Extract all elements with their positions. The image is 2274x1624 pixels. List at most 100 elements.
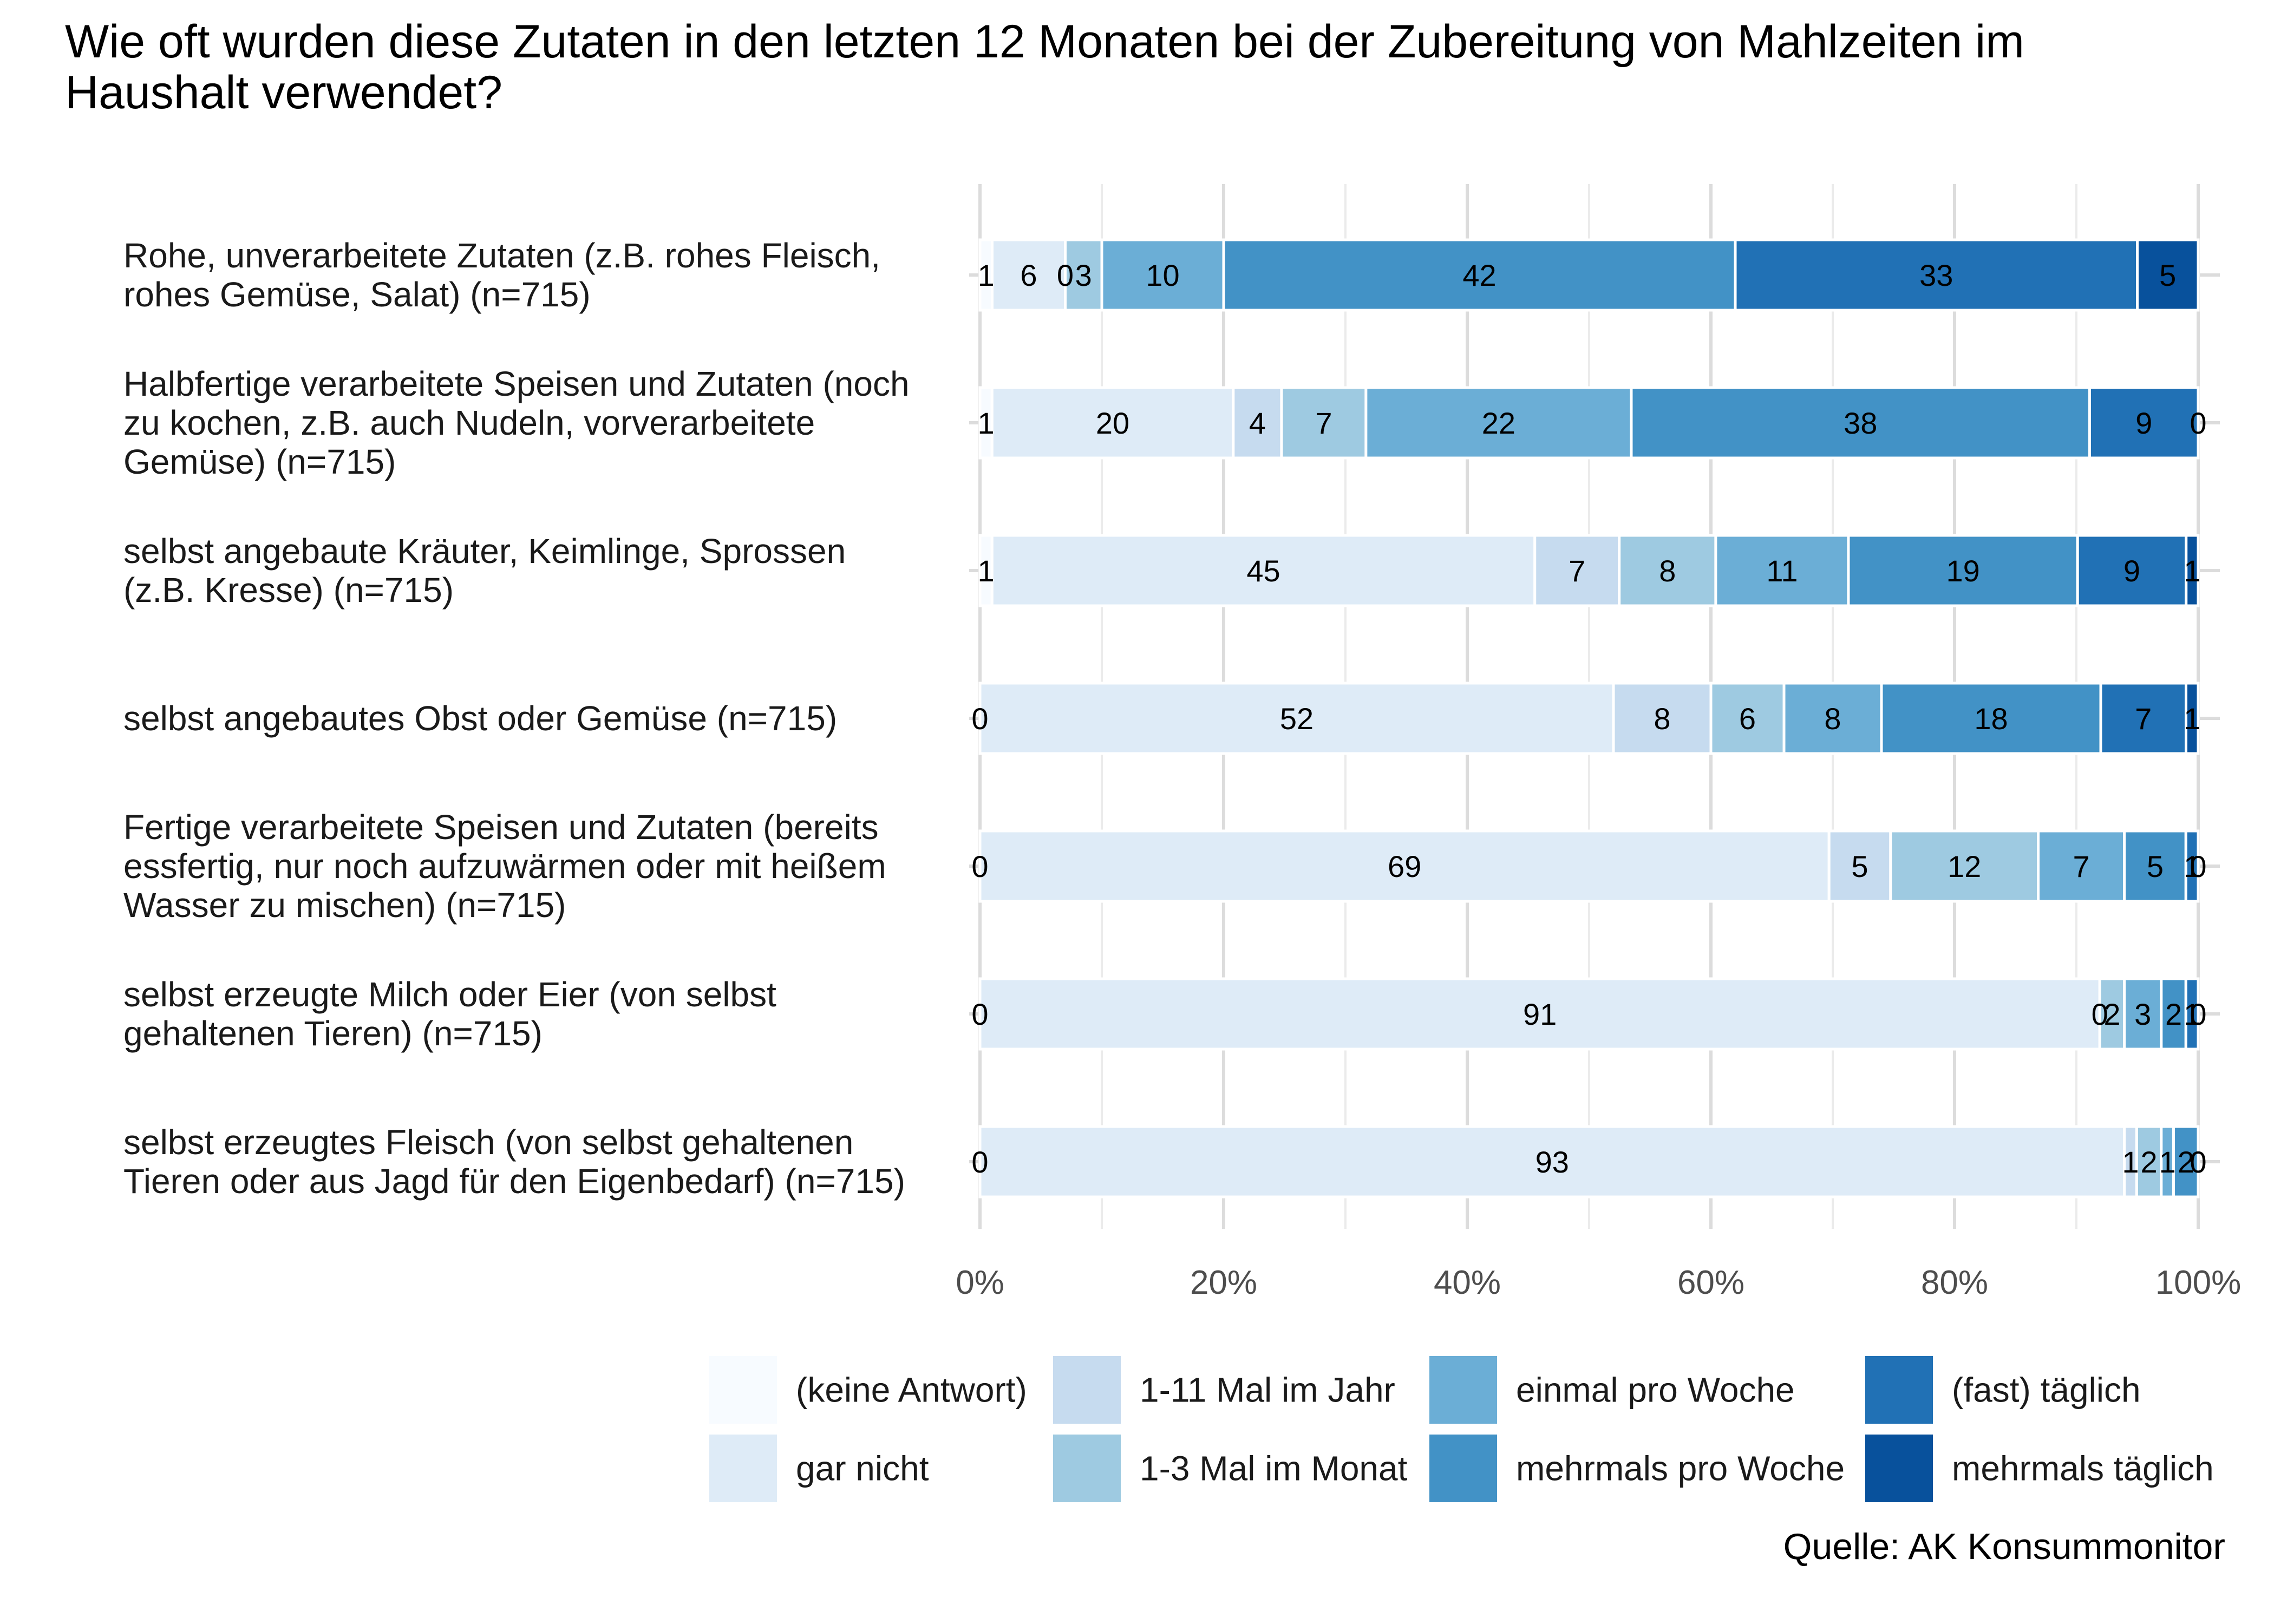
legend-key-4 [1053, 1435, 1121, 1502]
value-label-1-7: 33 [1919, 258, 1953, 292]
value-label-2-6: 38 [1844, 406, 1877, 440]
category-label-2: zu kochen, z.B. auch Nudeln, vorverarbei… [123, 403, 815, 442]
value-label-6-3: 0 [2092, 997, 2108, 1031]
value-label-4-2: 52 [1280, 702, 1314, 736]
category-label-3: selbst angebaute Kräuter, Keimlinge, Spr… [123, 532, 846, 571]
value-label-2-2: 20 [1096, 406, 1129, 440]
legend-label-6: mehrmals pro Woche [1516, 1449, 1845, 1488]
value-label-1-4: 3 [1075, 258, 1092, 292]
value-label-5-5: 7 [2073, 849, 2090, 883]
bar-segment-5-7 [2184, 829, 2200, 903]
value-label-2-1: 1 [978, 406, 995, 440]
category-label-7: selbst erzeugtes Fleisch (von selbst geh… [123, 1123, 853, 1162]
bar-segment-4-7 [2099, 682, 2187, 755]
category-label-7: Tieren oder aus Jagd für den Eigenbedarf… [123, 1162, 905, 1201]
bar-segment-7-4 [2135, 1125, 2163, 1199]
bar-segment-5-3 [1827, 829, 1892, 903]
value-label-6-2: 91 [1523, 997, 1557, 1031]
bar-segment-3-2 [990, 534, 1537, 607]
value-label-2-3: 4 [1249, 406, 1266, 440]
category-label-4: selbst angebautes Obst oder Gemüse (n=71… [123, 699, 837, 738]
value-label-3-1: 1 [978, 554, 995, 588]
value-label-1-1: 1 [978, 258, 995, 292]
value-label-1-2: 6 [1020, 258, 1037, 292]
bar-segment-3-8 [2185, 534, 2200, 607]
value-label-1-6: 42 [1462, 258, 1496, 292]
value-label-3-2: 45 [1246, 554, 1280, 588]
value-label-1-8: 5 [2159, 258, 2176, 292]
bar-segment-6-4 [2098, 977, 2126, 1051]
x-tick-label: 0% [956, 1264, 1004, 1301]
bar-segment-1-5 [1100, 238, 1225, 312]
x-tick-label: 20% [1190, 1264, 1257, 1301]
legend-label-8: mehrmals täglich [1952, 1449, 2214, 1488]
x-tick-label: 100% [2155, 1264, 2242, 1301]
value-label-7-4: 2 [2141, 1145, 2158, 1179]
value-label-1-3: 0 [1057, 258, 1074, 292]
value-label-3-7: 9 [2123, 554, 2140, 588]
value-label-7-1: 0 [971, 1145, 988, 1179]
bar-segment-5-4 [1889, 829, 2040, 903]
value-label-5-3: 5 [1851, 849, 1868, 883]
bar-segment-4-4 [1709, 682, 1786, 755]
legend-key-1 [709, 1356, 777, 1424]
bar-segment-4-5 [1782, 682, 1883, 755]
value-label-3-8: 1 [2184, 554, 2200, 588]
value-label-5-8: 0 [2190, 849, 2206, 883]
category-label-2: Gemüse) (n=715) [123, 442, 396, 481]
value-label-5-6: 5 [2147, 849, 2164, 883]
value-label-4-7: 7 [2135, 702, 2152, 736]
value-labels: 1 6 0 3 10 42 33 51 20 4 7 22 38 9 01 45 7 8 11 19 9 10 52 8 6 8 1… [971, 258, 2206, 1179]
value-label-3-3: 7 [1569, 554, 1585, 588]
value-label-6-5: 3 [2134, 997, 2151, 1031]
category-label-5: essfertig, nur noch aufzuwärmen oder mit… [123, 847, 886, 886]
value-label-7-7: 0 [2190, 1145, 2206, 1179]
value-label-5-1: 0 [971, 849, 988, 883]
value-label-4-6: 18 [1974, 702, 2008, 736]
bar-segment-2-4 [1280, 386, 1368, 460]
legend-key-5 [1429, 1356, 1497, 1424]
legend-key-8 [1865, 1435, 1933, 1502]
bar-segment-1-6 [1222, 238, 1737, 312]
category-labels: Rohe, unverarbeitete Zutaten (z.B. rohes… [123, 236, 910, 1201]
bar-segment-1-8 [2136, 238, 2200, 312]
bar-segment-4-6 [1880, 682, 2102, 755]
value-label-1-5: 10 [1146, 258, 1179, 292]
category-label-1: Rohe, unverarbeitete Zutaten (z.B. rohes… [123, 236, 880, 275]
legend-label-1: (keine Antwort) [796, 1371, 1027, 1410]
x-axis-ticks: 0% 20% 40% 60% 80% 100% [956, 1264, 2241, 1301]
value-label-7-3: 1 [2122, 1145, 2139, 1179]
bar-segment-4-2 [978, 682, 1615, 755]
value-label-4-8: 1 [2184, 702, 2200, 736]
bar-segment-2-5 [1364, 386, 1633, 460]
title-line-1: Wie oft wurden diese Zutaten in den letz… [65, 16, 2024, 68]
value-label-6-6: 2 [2165, 997, 2182, 1031]
bar-segment-2-6 [1630, 386, 2092, 460]
value-label-6-7: 1 [2184, 997, 2200, 1031]
value-label-2-4: 7 [1315, 406, 1332, 440]
value-label-7-8: 0 [2190, 1145, 2206, 1179]
source-caption: Quelle: AK Konsummonitor [1783, 1526, 2225, 1567]
legend-key-7 [1865, 1356, 1933, 1424]
value-label-2-8: 0 [2190, 406, 2206, 440]
x-tick-label: 80% [1921, 1264, 1988, 1301]
value-label-3-6: 19 [1946, 554, 1979, 588]
chart-title: Wie oft wurden diese Zutaten in den letz… [65, 16, 2024, 119]
value-label-2-5: 22 [1482, 406, 1515, 440]
bar-segment-2-7 [2088, 386, 2200, 460]
category-label-6: selbst erzeugte Milch oder Eier (von sel… [123, 975, 776, 1014]
category-label-1: rohes Gemüse, Salat) (n=715) [123, 275, 591, 314]
legend-label-2: gar nicht [796, 1449, 929, 1488]
bar-segment-7-2 [978, 1125, 2126, 1199]
value-label-4-1: 0 [971, 702, 988, 736]
x-tick-label: 60% [1677, 1264, 1744, 1301]
value-label-4-5: 8 [1824, 702, 1841, 736]
value-label-4-3: 8 [1654, 702, 1670, 736]
legend-label-7: (fast) täglich [1952, 1371, 2141, 1410]
bar-segment-3-7 [2076, 534, 2188, 607]
category-label-5: Fertige verarbeitete Speisen und Zutaten… [123, 808, 879, 847]
legend-label-3: 1-11 Mal im Jahr [1140, 1371, 1395, 1410]
bar-segment-5-6 [2123, 829, 2187, 903]
value-label-6-1: 0 [971, 997, 988, 1031]
bar-segment-3-4 [1618, 534, 1717, 607]
